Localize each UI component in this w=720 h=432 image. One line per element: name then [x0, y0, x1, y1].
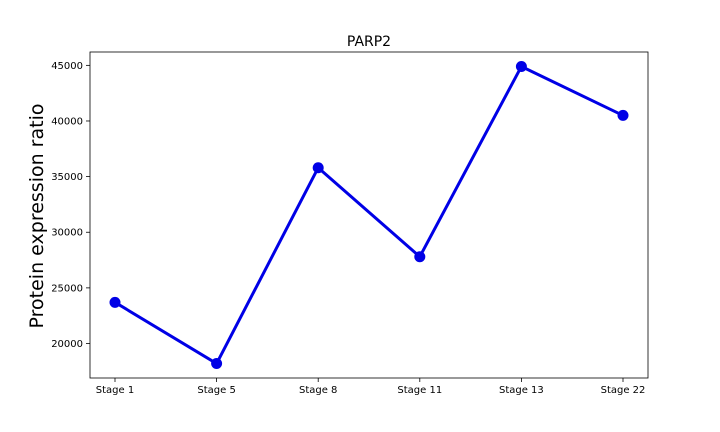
- y-tick-label: 45000: [51, 61, 83, 72]
- y-tick-label: 20000: [51, 339, 83, 350]
- data-point: [617, 109, 629, 121]
- x-axis: Stage 1 Stage 5 Stage 8 Stage 11 Stage 13 Sta…: [96, 378, 646, 396]
- x-tick-label: Stage 22: [601, 385, 646, 396]
- series-line: [114, 64, 624, 366]
- y-axis-label: Protein expression ratio: [26, 104, 48, 329]
- y-tick-label: 35000: [51, 172, 83, 183]
- x-tick-label: Stage 8: [299, 385, 337, 396]
- x-tick-label: Stage 11: [397, 385, 442, 396]
- x-tick-label: Stage 1: [96, 385, 134, 396]
- chart-title: PARP2: [347, 34, 391, 50]
- plot-frame: [89, 51, 649, 379]
- data-point: [515, 60, 527, 72]
- y-axis: 20000 25000 30000 35000 40000 45000: [51, 61, 90, 350]
- data-point: [109, 296, 121, 308]
- data-point: [211, 358, 223, 370]
- y-tick-label: 25000: [51, 283, 83, 294]
- data-point: [414, 251, 426, 263]
- x-tick-label: Stage 13: [499, 385, 544, 396]
- x-tick-label: Stage 5: [197, 385, 235, 396]
- y-tick-label: 30000: [51, 228, 83, 239]
- data-point: [312, 162, 324, 174]
- series-group: [109, 60, 629, 370]
- y-tick-label: 40000: [51, 116, 83, 127]
